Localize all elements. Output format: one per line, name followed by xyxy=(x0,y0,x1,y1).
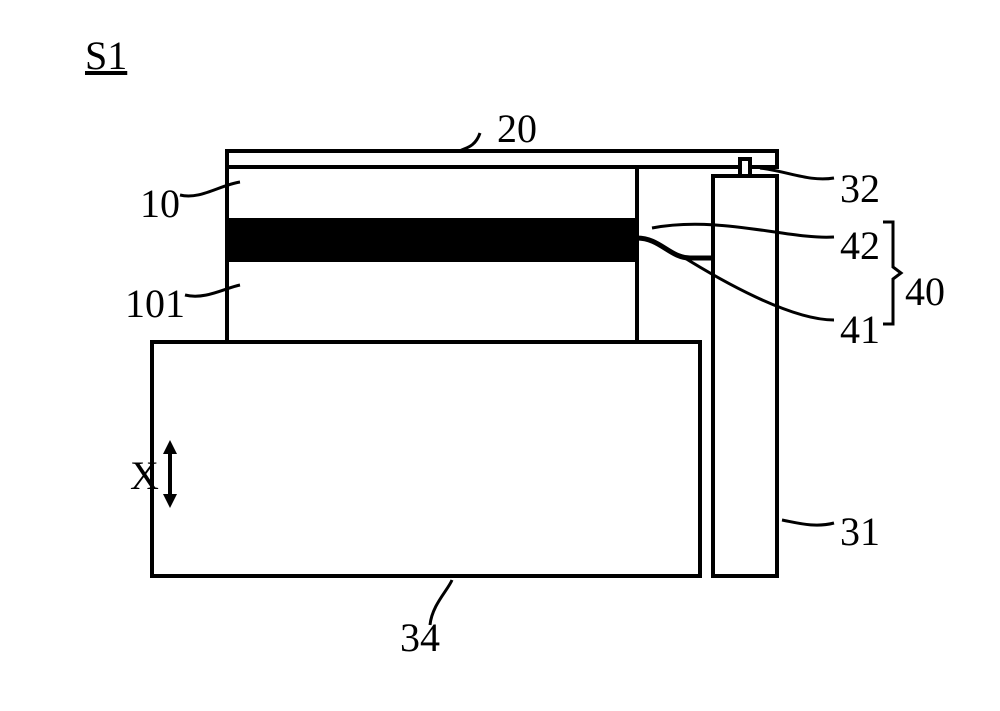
label-31: 31 xyxy=(840,508,880,555)
label-32: 32 xyxy=(840,165,880,212)
label-S1: S1 xyxy=(85,32,127,79)
label-101: 101 xyxy=(125,280,185,327)
block-20 xyxy=(227,151,777,167)
block-42 xyxy=(227,220,637,260)
block-32 xyxy=(740,159,750,176)
label-42: 42 xyxy=(840,222,880,269)
block-31 xyxy=(713,176,777,576)
block-10 xyxy=(227,167,637,220)
label-X: X xyxy=(130,452,159,499)
label-40: 40 xyxy=(905,268,945,315)
block-34 xyxy=(152,342,700,576)
leader-31 xyxy=(782,520,834,525)
label-10: 10 xyxy=(140,180,180,227)
block-101 xyxy=(227,260,637,342)
leader-20 xyxy=(460,133,480,151)
wire-41 xyxy=(637,238,713,258)
bracket-40 xyxy=(883,222,901,324)
label-41: 41 xyxy=(840,306,880,353)
label-34: 34 xyxy=(400,614,440,661)
label-20: 20 xyxy=(497,105,537,152)
